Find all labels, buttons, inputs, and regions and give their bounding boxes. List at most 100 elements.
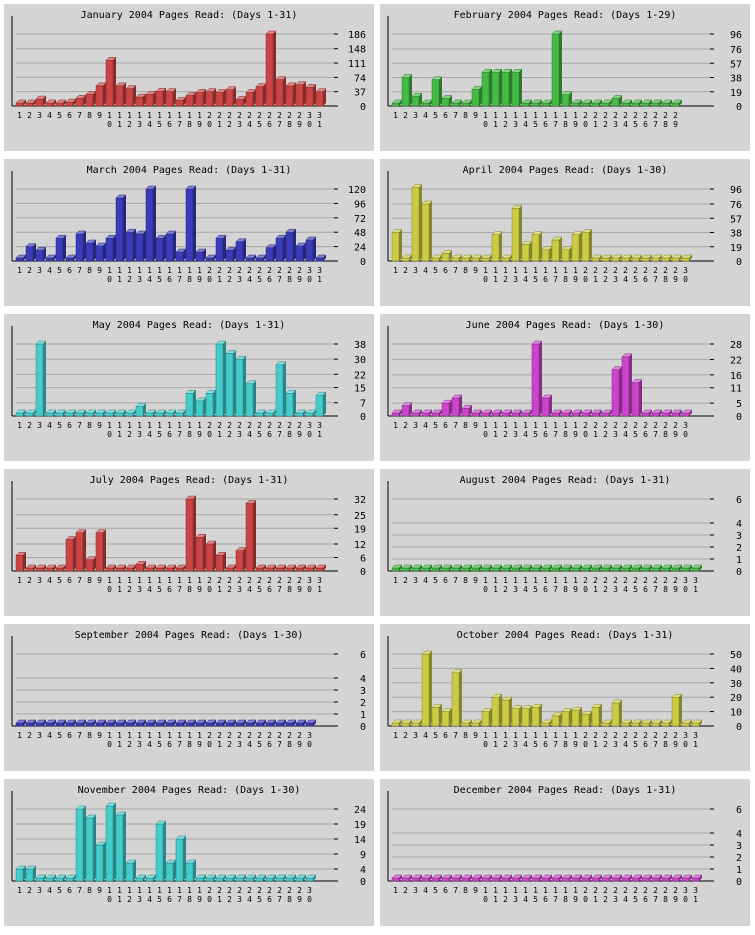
bar-side (519, 69, 522, 106)
x-tick-label-second: 7 (653, 585, 658, 594)
x-tick-label: 6 (443, 421, 448, 430)
bar-top (185, 390, 197, 394)
x-tick-label-second: 5 (533, 740, 538, 749)
bar-side (313, 237, 316, 261)
x-tick-label: 1 (573, 111, 578, 120)
bar-side (619, 565, 622, 571)
x-tick-label: 1 (523, 266, 528, 275)
bar (671, 874, 683, 882)
y-tick-label: 24 (354, 805, 366, 816)
x-tick-label: 6 (443, 731, 448, 740)
bar-front (285, 231, 294, 262)
y-tick-label: 38 (354, 340, 366, 351)
x-tick-label: 2 (583, 731, 588, 740)
bar (25, 564, 37, 572)
x-tick-label: 6 (443, 886, 448, 895)
bar (651, 409, 663, 417)
bar-side (223, 875, 226, 881)
bar-front (75, 233, 84, 262)
x-tick-label-second: 6 (543, 740, 548, 749)
bar-side (469, 875, 472, 881)
bar-side (273, 31, 276, 106)
bar-side (529, 705, 532, 726)
x-tick-label-second: 3 (613, 275, 618, 284)
x-tick-label-second: 8 (287, 740, 292, 749)
bar (661, 254, 673, 262)
x-tick-label-second: 0 (583, 895, 588, 904)
x-tick-label: 3 (413, 576, 418, 585)
bar (441, 250, 453, 262)
bar-side (599, 875, 602, 881)
bar-front (135, 722, 144, 727)
bar-side (619, 366, 622, 416)
bar-front (165, 233, 174, 262)
bar-front (571, 567, 580, 572)
x-tick-label-second: 8 (187, 430, 192, 439)
bar-side (123, 565, 126, 571)
x-tick-label: 1 (533, 421, 538, 430)
bar-side (243, 356, 246, 416)
x-tick-label: 6 (67, 576, 72, 585)
bar-front (175, 567, 184, 572)
bar-front (255, 257, 264, 262)
x-tick-label-second: 8 (663, 430, 668, 439)
x-tick-label-second: 6 (167, 430, 172, 439)
bar-front (551, 33, 560, 107)
bar-side (519, 875, 522, 881)
bar-side (469, 255, 472, 261)
y-tick-label: 40 (730, 664, 742, 675)
x-tick-label-second: 2 (127, 740, 132, 749)
y-tick-label: 19 (354, 524, 366, 535)
bar-side (143, 561, 146, 571)
x-tick-label-second: 6 (167, 120, 172, 129)
bar-side (153, 720, 156, 726)
x-tick-label: 3 (37, 576, 42, 585)
x-tick-label-second: 6 (543, 585, 548, 594)
x-tick-label: 2 (653, 111, 658, 120)
y-tick-label: 6 (360, 554, 366, 565)
x-tick-label-second: 7 (553, 585, 558, 594)
x-tick-label-second: 7 (277, 275, 282, 284)
bar-side (629, 255, 632, 261)
bar-side (519, 565, 522, 571)
bar-front (391, 102, 400, 107)
bar-side (539, 704, 542, 726)
x-tick-label-second: 5 (633, 895, 638, 904)
bar-side (33, 866, 36, 881)
y-tick-label: 22 (354, 370, 366, 381)
bar (225, 246, 237, 262)
chart-title: April 2004 Pages Read: (Days 1-30) (463, 165, 668, 176)
bar-top (135, 403, 147, 407)
bar-front (195, 537, 204, 572)
bar (85, 556, 97, 572)
x-tick-label: 2 (257, 576, 262, 585)
bar-front (681, 412, 690, 417)
bar-side (659, 565, 662, 571)
x-tick-label-second: 3 (137, 275, 142, 284)
bar-side (669, 100, 672, 106)
bar-side (629, 353, 632, 416)
x-tick-label-second: 4 (247, 430, 252, 439)
bar-side (113, 235, 116, 261)
bar-side (253, 89, 256, 106)
bar-front (15, 555, 24, 572)
bar-side (283, 76, 286, 106)
x-tick-label: 1 (107, 421, 112, 430)
bar-front (165, 567, 174, 572)
bar (511, 564, 523, 572)
bar (295, 719, 307, 727)
bar-front (651, 257, 660, 262)
x-tick-label-second: 4 (523, 430, 528, 439)
bar (55, 874, 67, 882)
x-tick-label-second: 1 (117, 430, 122, 439)
bar-side (559, 565, 562, 571)
x-tick-label-second: 7 (653, 740, 658, 749)
bar-side (203, 397, 206, 416)
bar (501, 69, 513, 107)
x-tick-label: 5 (433, 421, 438, 430)
bar (295, 242, 307, 262)
bar (631, 564, 643, 572)
bar-front (255, 567, 264, 572)
bar-side (63, 875, 66, 881)
bar-front (621, 877, 630, 882)
